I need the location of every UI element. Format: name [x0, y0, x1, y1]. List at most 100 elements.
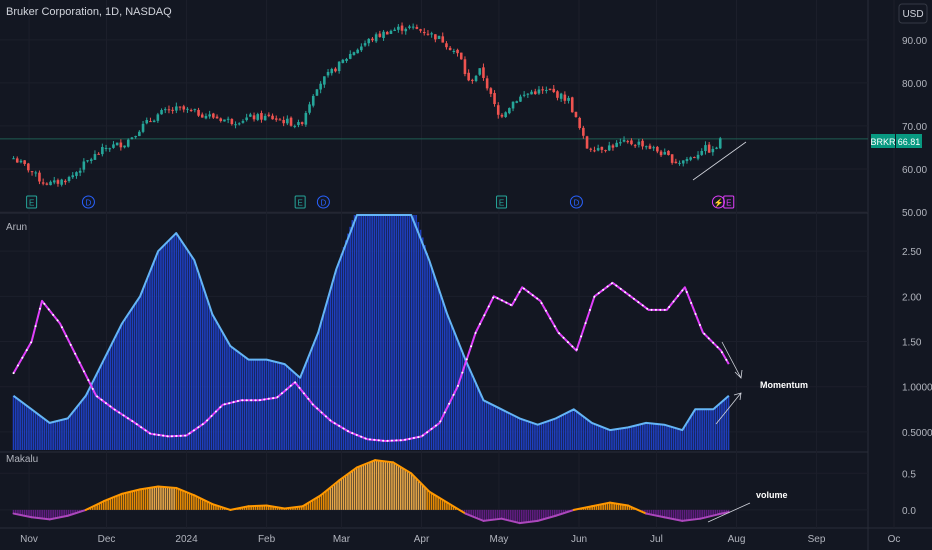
candle-body [104, 147, 108, 149]
arun-magenta-dot [685, 291, 688, 294]
makalu-histogram-bar [683, 509, 686, 521]
arun-histogram-bar [52, 422, 54, 450]
currency-button-frame[interactable] [898, 3, 928, 24]
makalu-line-segment [66, 508, 87, 517]
event-marker[interactable] [81, 195, 95, 209]
arun-histogram-bar [364, 215, 367, 450]
arun-magenta-dot [514, 298, 517, 301]
makalu-histogram-bar [703, 509, 706, 518]
arun-histogram-bar [417, 222, 420, 450]
arun-histogram-bar [228, 343, 230, 450]
candle-body [463, 59, 467, 74]
candle-body [578, 117, 581, 129]
makalu-histogram-bar [289, 507, 292, 510]
event-marker[interactable] [723, 195, 735, 209]
candle-body [471, 79, 474, 81]
arun-magenta-dot [69, 343, 72, 346]
makalu-histogram-bar [206, 501, 208, 510]
arun-histogram-bar [78, 403, 81, 450]
arun-magenta-dot [448, 402, 451, 405]
candle-body [589, 148, 593, 150]
arun-magenta-dot [118, 411, 121, 414]
candle-body [64, 180, 67, 183]
candle-body [674, 161, 678, 164]
arun-magenta-dot [140, 426, 143, 429]
makalu-histogram-bar [250, 506, 252, 510]
arun-magenta-dot [434, 424, 437, 427]
arun-histogram-bar [28, 407, 30, 450]
event-marker[interactable] [711, 195, 725, 209]
makalu-histogram-bar [391, 462, 393, 510]
event-marker[interactable] [294, 195, 306, 209]
arun-magenta-dot [571, 345, 574, 348]
makalu-pane[interactable] [12, 459, 730, 525]
event-marker[interactable] [316, 195, 330, 209]
arun-histogram-bar [681, 430, 684, 450]
arun-histogram-bar [17, 399, 19, 450]
makalu-histogram-bar [96, 504, 98, 510]
makalu-line-segment [301, 494, 322, 508]
makalu-histogram-bar [725, 509, 728, 513]
price-tick-label: 70.00 [902, 122, 927, 133]
arun-histogram-bar [186, 249, 189, 450]
makalu-histogram-bar [256, 505, 259, 510]
arun-histogram-bar [157, 250, 160, 450]
price-pane[interactable]: E D E D E D ⚡ E [0, 22, 868, 209]
arun-histogram-bar [197, 272, 200, 450]
arun-magenta-dot [562, 336, 565, 339]
candle-body [670, 154, 674, 163]
candle-body [123, 145, 126, 148]
candle-body [533, 91, 537, 95]
arun-histogram-bar [615, 429, 618, 450]
event-marker[interactable] [26, 195, 38, 209]
makalu-histogram-bar [375, 460, 378, 510]
makalu-histogram-bar [699, 509, 701, 519]
candle-body [126, 139, 130, 147]
arun-histogram-bar [668, 426, 670, 450]
arun-histogram-bar [314, 340, 316, 450]
arun-histogram-bar [190, 256, 193, 450]
makalu-histogram-bar [52, 509, 54, 519]
arun-histogram-bar [679, 429, 681, 450]
arun-histogram-bar [151, 266, 153, 450]
currency-button[interactable]: USD [902, 9, 923, 20]
arun-histogram-bar [459, 346, 461, 450]
arun-histogram-bar [278, 362, 281, 450]
arun-pane[interactable] [12, 214, 730, 450]
arun-histogram-bar [19, 400, 21, 450]
arun-histogram-bar [718, 403, 721, 450]
event-marker[interactable] [569, 195, 583, 209]
makalu-histogram-bar [595, 505, 598, 510]
makalu-histogram-bar [43, 509, 46, 519]
makalu-histogram-bar [481, 509, 483, 521]
arun-magenta-dot [30, 341, 33, 344]
arun-histogram-bar [516, 417, 519, 450]
arun-magenta-dot [289, 384, 292, 387]
makalu-histogram-bar [448, 503, 450, 510]
arun-histogram-bar [353, 215, 356, 450]
momentum-down-arrow [721, 341, 742, 379]
event-marker[interactable] [496, 195, 508, 209]
makalu-histogram-bar [322, 492, 325, 510]
arun-histogram-bar [657, 424, 659, 450]
arun-histogram-bar [162, 246, 164, 450]
arun-magenta-dot [610, 282, 613, 285]
makalu-line-segment [319, 479, 340, 497]
candle-body [163, 109, 167, 111]
makalu-histogram-bar [437, 497, 439, 510]
event-marker-label: E [499, 199, 504, 208]
arun-magenta-dot [386, 439, 389, 442]
arun-histogram-bar [575, 411, 578, 450]
makalu-histogram-bar [501, 509, 503, 519]
arun-magenta-dot [637, 301, 640, 304]
makalu-histogram-bar [553, 509, 556, 517]
arun-histogram-bar [102, 359, 105, 450]
makalu-histogram-bar [369, 462, 371, 510]
makalu-histogram-bar [338, 480, 340, 510]
makalu-histogram-bar [648, 509, 651, 515]
makalu-histogram-bar [681, 509, 684, 521]
candle-body [585, 136, 589, 149]
arun-magenta-dot [628, 294, 631, 297]
arun-histogram-bar [201, 285, 204, 450]
